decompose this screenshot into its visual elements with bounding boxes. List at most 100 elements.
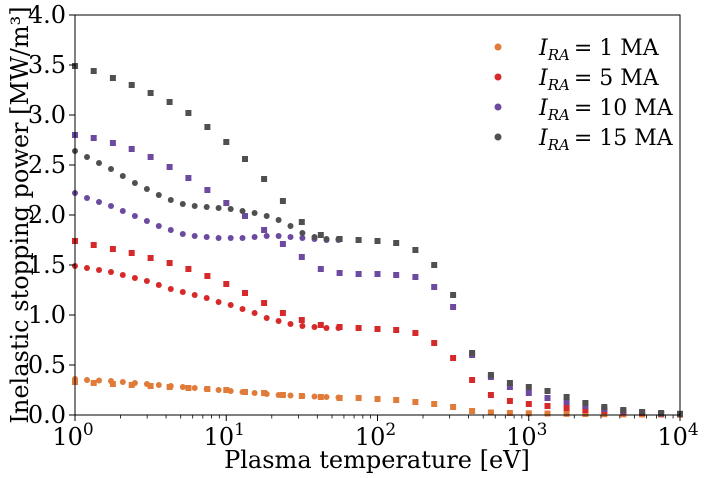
series-4-circle-point bbox=[84, 154, 90, 160]
series-2-square-point bbox=[544, 403, 551, 409]
series-4-square-point bbox=[412, 247, 419, 253]
legend-label: IRA = 15 MA bbox=[538, 126, 674, 154]
series-1-square-point bbox=[450, 404, 457, 410]
series-1-circle-point bbox=[287, 392, 294, 399]
series-3-square-point bbox=[412, 274, 419, 280]
y-axis-label: Inelastic stopping power [MW/m³] bbox=[6, 6, 34, 423]
series-3-square-point bbox=[374, 271, 381, 277]
series-1-square-point bbox=[393, 397, 400, 403]
series-3-square-point bbox=[90, 135, 97, 141]
x-tick-label: 103 bbox=[506, 420, 547, 451]
series-4-circle-point bbox=[143, 186, 150, 192]
series-4-square-point bbox=[242, 156, 248, 162]
series-1-circle-point bbox=[119, 379, 126, 385]
series-2-square-point bbox=[242, 290, 248, 296]
series-3-circle-point bbox=[84, 195, 90, 201]
series-4-circle-point bbox=[191, 203, 198, 209]
series-2-circle-point bbox=[227, 302, 234, 308]
series-4-circle-point bbox=[119, 173, 126, 179]
series-3-square-point bbox=[223, 200, 230, 206]
series-2-square-point bbox=[185, 266, 192, 272]
series-3-circle-point bbox=[203, 234, 210, 240]
series-4-square-point bbox=[393, 240, 400, 246]
series-3-square-point bbox=[450, 304, 457, 310]
series-2-square-point bbox=[279, 310, 286, 316]
series-3-square-point bbox=[128, 146, 135, 152]
series-4-circle-point bbox=[203, 204, 210, 210]
series-1-circle-point bbox=[215, 387, 222, 393]
series-2-square-point bbox=[431, 340, 438, 346]
series-1-square-point bbox=[601, 411, 608, 418]
series-2-circle-point bbox=[311, 324, 318, 330]
series-3-square-point bbox=[563, 399, 570, 405]
series-2-circle-point bbox=[167, 286, 174, 292]
series-4-square-point bbox=[601, 404, 608, 410]
series-1-square-point bbox=[582, 411, 589, 417]
series-4-square-point bbox=[109, 75, 116, 81]
series-3-square-point bbox=[185, 175, 192, 181]
series-3-square-point bbox=[544, 395, 551, 401]
series-1-circle-point bbox=[84, 377, 90, 383]
series-4-square-point bbox=[355, 237, 362, 243]
series-1-circle-point bbox=[179, 384, 186, 390]
series-2-circle-point bbox=[119, 272, 126, 278]
series-3-circle-point bbox=[119, 208, 126, 214]
legend-entry: IRA = 10 MA bbox=[494, 96, 674, 124]
x-tick-label: 100 bbox=[52, 420, 93, 451]
series-2-circle-point bbox=[131, 275, 138, 281]
series-2-square-point bbox=[317, 322, 324, 328]
series-3-square-point bbox=[166, 164, 173, 170]
series-2-circle-point bbox=[96, 267, 102, 273]
series-1-square-point bbox=[204, 386, 211, 392]
series-3-circle-point bbox=[143, 218, 150, 224]
series-4-circle-point bbox=[96, 160, 102, 166]
series-2-square-point bbox=[261, 300, 268, 306]
series-1 bbox=[72, 376, 683, 418]
series-4-square-point bbox=[658, 410, 665, 416]
series-3-square-point bbox=[317, 266, 324, 272]
series-2-circle-point bbox=[179, 289, 186, 295]
series-3-circle-point bbox=[179, 231, 186, 237]
series-2-circle-point bbox=[251, 310, 258, 316]
legend-label: IRA = 1 MA bbox=[538, 36, 660, 64]
series-1-square-point bbox=[469, 408, 476, 414]
series-3-square-point bbox=[242, 213, 248, 219]
series-4-circle-point bbox=[239, 208, 246, 214]
series-1-square-point bbox=[563, 410, 570, 417]
series-3-circle-point bbox=[191, 233, 198, 239]
series-2-circle-point bbox=[299, 323, 306, 329]
series-3-square-point bbox=[109, 140, 116, 146]
legend-label: IRA = 10 MA bbox=[538, 96, 674, 124]
series-1-circle-point bbox=[251, 390, 258, 396]
series-4-square-point bbox=[336, 236, 343, 242]
series-4-circle-point bbox=[227, 206, 234, 212]
series-3-circle-point bbox=[108, 203, 114, 209]
y-tick-label: 4.0 bbox=[28, 1, 66, 29]
series-1-square-point bbox=[298, 393, 305, 399]
legend-entry: IRA = 5 MA bbox=[494, 66, 660, 94]
series-1-square-point bbox=[355, 395, 362, 401]
series-2-circle-point bbox=[203, 295, 210, 301]
series-2-square-point bbox=[393, 327, 400, 333]
series-4-square-point bbox=[506, 380, 513, 386]
series-2-square-point bbox=[582, 407, 589, 413]
series-3-circle-point bbox=[227, 235, 234, 241]
series-3-square-point bbox=[204, 187, 211, 193]
series-2-circle-point bbox=[84, 265, 90, 271]
legend-label: IRA = 5 MA bbox=[538, 66, 660, 94]
series-4-square-point bbox=[620, 407, 627, 413]
series-2-circle-point bbox=[263, 315, 270, 321]
x-tick-label: 101 bbox=[204, 420, 245, 451]
series-2-square-point bbox=[128, 250, 135, 256]
series-4-circle-point bbox=[131, 180, 138, 186]
legend-marker bbox=[494, 103, 502, 111]
y-tick-label: 1.0 bbox=[28, 301, 66, 329]
x-tick-label: 102 bbox=[355, 420, 396, 451]
series-2-circle-point bbox=[143, 278, 150, 284]
series-3-circle-point bbox=[131, 213, 138, 219]
legend-marker bbox=[494, 133, 502, 141]
series-3-circle-point bbox=[167, 227, 174, 233]
series-3-circle-point bbox=[96, 199, 102, 205]
series-3-circle-point bbox=[287, 234, 294, 240]
series-1-square-point bbox=[544, 410, 551, 417]
